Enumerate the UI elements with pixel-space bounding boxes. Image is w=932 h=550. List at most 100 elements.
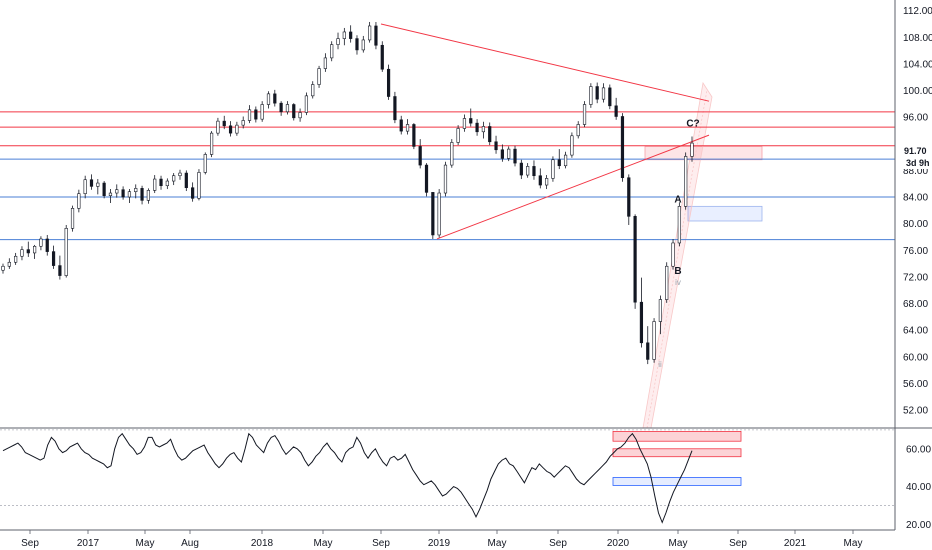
candle [14,252,18,265]
candle-body [127,191,132,198]
wave-label: B [674,266,681,277]
time-tick-label: 2017 [77,538,100,549]
candle [323,53,327,72]
candle [690,136,694,162]
candle [197,169,201,201]
candle [127,189,132,204]
candle-body [418,146,422,166]
time-tick-label: Sep [372,538,390,549]
price-tick-label: 80.00 [903,219,928,230]
time-tick-label: 2019 [428,538,451,549]
candle-body [469,118,473,124]
candle [20,246,24,261]
candle-body [620,116,625,179]
candle-body [684,156,688,207]
candle [77,189,81,213]
price-zone-0 [644,146,763,161]
candle [96,179,100,195]
candle [386,64,391,100]
candle-body [285,104,290,113]
rsi-zone-1 [612,448,742,458]
candlesticks[interactable] [1,21,694,365]
candle-body [178,172,182,177]
candle-body [20,249,24,257]
candle-body [146,190,150,201]
candle-body [304,95,309,113]
candle [108,189,113,204]
candle-body [254,109,258,120]
rsi-tick-label: 60.00 [906,444,931,455]
candle [83,175,87,199]
candle [64,224,68,278]
candle [178,169,182,180]
candle-body [513,148,517,164]
candle [89,174,94,190]
candle-body [456,128,460,143]
candle [172,173,176,186]
channel-midline [646,89,708,429]
candle [361,35,365,53]
candle [58,255,62,280]
candle-body [191,187,195,199]
candle [285,101,290,115]
candle-body [89,179,94,187]
candle-body [184,172,188,189]
candle [437,189,441,238]
candle [209,131,214,158]
candle [153,175,157,194]
candle-body [589,86,593,105]
candle-body [222,120,226,127]
rsi-tick-label: 20.00 [906,520,931,531]
candle [159,175,163,190]
last-price-label: 91.70 [904,146,927,156]
candle [368,21,372,43]
candle-body [298,112,302,119]
rsi-panel[interactable] [0,429,895,524]
candle-body [266,93,271,105]
candle [620,113,625,182]
candle [355,35,359,55]
candle [456,125,460,146]
candle-body [159,178,163,187]
price-zone-1 [687,205,763,222]
candle [665,262,669,303]
candle-body [102,182,106,196]
candle [677,202,681,247]
candle-body [26,249,30,254]
countdown-label: 3d 9h [906,158,930,168]
candle [266,91,271,109]
time-tick-label: Sep [549,538,567,549]
time-tick-label: 2018 [251,538,274,549]
candle-body [121,189,125,198]
candle-body [462,118,467,129]
time-tick-label: 2020 [607,538,630,549]
candle [526,163,530,178]
candle-body [671,242,675,267]
candle-body [437,192,441,236]
price-tick-label: 84.00 [903,193,928,204]
price-tick-label: 64.00 [903,326,928,337]
candle [545,175,549,190]
candle-body [576,124,580,137]
candle [557,149,561,170]
candle [45,234,49,256]
candle [507,146,511,162]
candle-body [412,124,416,147]
candle-body [14,255,18,263]
candle-body [317,68,321,85]
candle [298,108,302,122]
candle-body [658,299,662,322]
candle-body [532,166,536,177]
candle-body [519,162,523,176]
time-tick-label: 2021 [784,538,807,549]
candle [576,121,580,139]
candle-body [368,25,372,41]
time-tick-label: Sep [21,538,39,549]
candle [165,178,169,190]
candle-body [273,93,277,104]
candle-body [570,135,574,156]
price-tick-label: 60.00 [903,352,928,363]
candle-body [323,57,327,69]
candle-body [279,102,283,113]
